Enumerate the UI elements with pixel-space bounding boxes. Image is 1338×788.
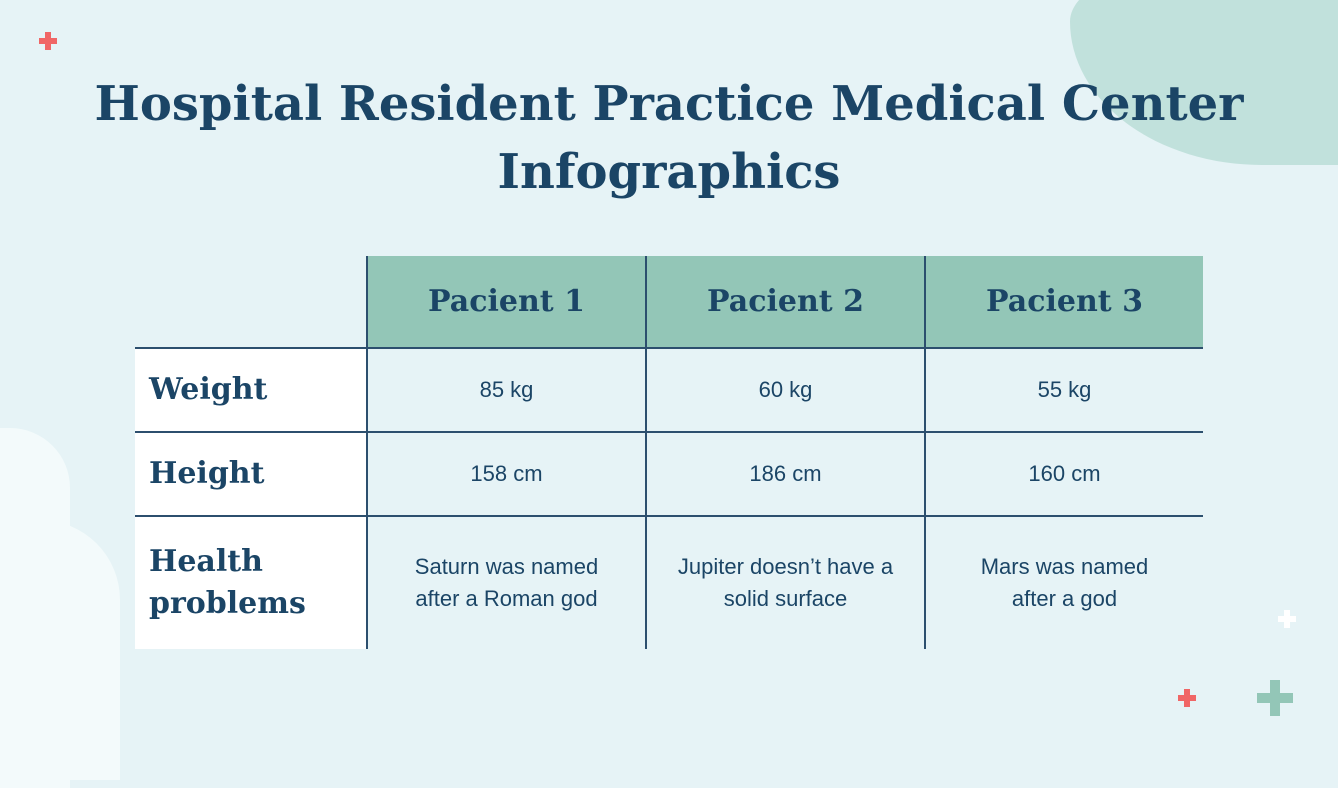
patient-table: Pacient 1 Pacient 2 Pacient 3 Weight 85 … xyxy=(135,256,1203,649)
cell: Jupiter doesn’t have a solid surface xyxy=(645,515,925,649)
cell: 160 cm xyxy=(924,431,1203,516)
table-row: Height 158 cm 186 cm 160 cm xyxy=(135,431,1203,516)
table-row: Weight 85 kg 60 kg 55 kg xyxy=(135,347,1203,432)
table-row: Health problems Saturn was named after a… xyxy=(135,515,1203,649)
row-label-height: Height xyxy=(135,431,367,516)
cell: Saturn was named after a Roman god xyxy=(366,515,646,649)
header-pacient-3: Pacient 3 xyxy=(924,256,1203,348)
header-pacient-2: Pacient 2 xyxy=(645,256,925,348)
page-title: Hospital Resident Practice Medical Cente… xyxy=(94,76,1244,200)
decorative-blob-bottom-left-lower xyxy=(0,520,120,780)
cell: 55 kg xyxy=(924,347,1203,432)
cell: 60 kg xyxy=(645,347,925,432)
row-label-weight: Weight xyxy=(135,347,367,432)
cell: 85 kg xyxy=(366,347,646,432)
cell: Mars was named after a god xyxy=(924,515,1203,649)
header-pacient-1: Pacient 1 xyxy=(366,256,646,348)
cell: 158 cm xyxy=(366,431,646,516)
header-blank-cell xyxy=(135,256,367,348)
row-label-health-problems: Health problems xyxy=(135,515,367,649)
decorative-blob-top-right-fill xyxy=(1200,0,1338,165)
cell: 186 cm xyxy=(645,431,925,516)
